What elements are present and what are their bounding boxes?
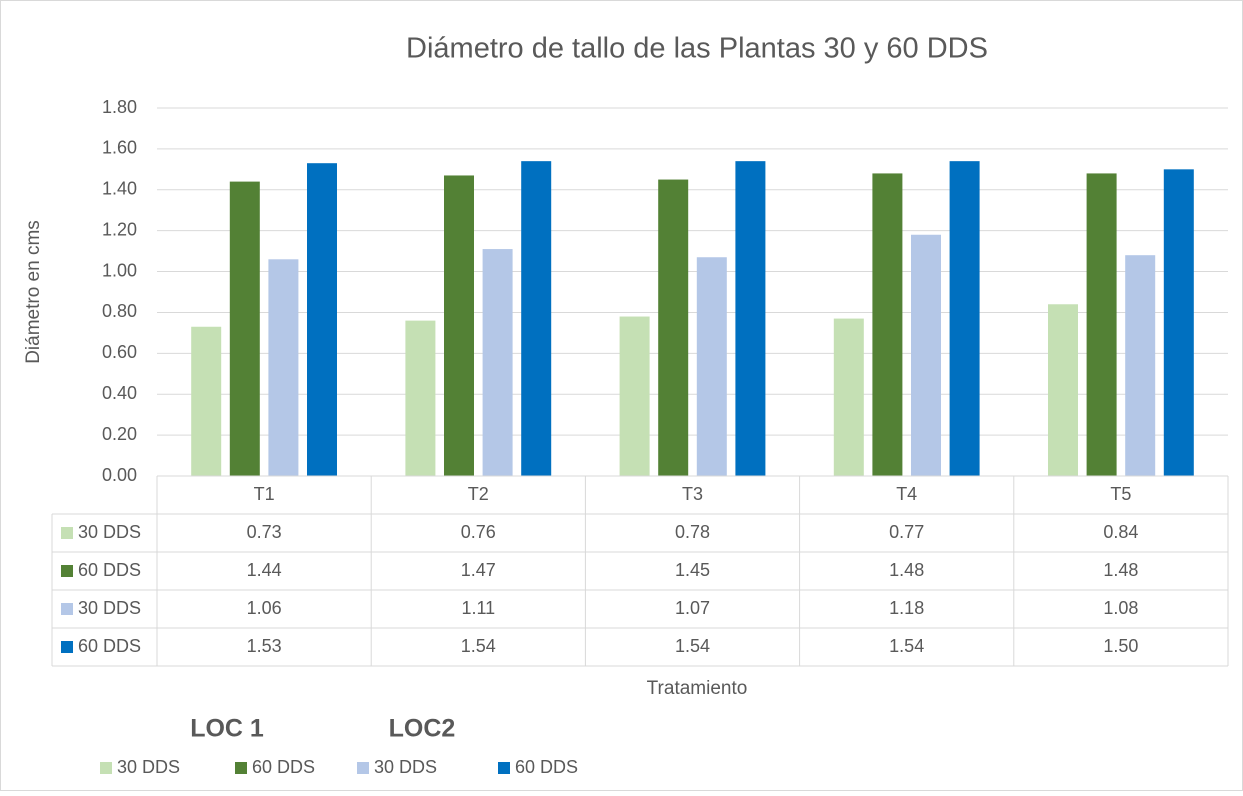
table-cell: 1.11 — [461, 598, 495, 618]
bar — [444, 175, 474, 476]
legend-swatch — [357, 762, 369, 774]
bar — [619, 316, 650, 476]
bar — [1048, 304, 1078, 476]
bar — [1086, 173, 1117, 476]
bar — [911, 234, 941, 476]
y-tick-label: 0.80 — [102, 301, 137, 321]
table-cell: 1.54 — [461, 636, 496, 656]
y-tick-label: 0.40 — [102, 383, 137, 403]
y-tick-label: 1.80 — [102, 97, 137, 117]
legend-label: 60 DDS — [515, 757, 578, 777]
legend-swatch — [235, 762, 247, 774]
x-axis-label: Tratamiento — [647, 678, 748, 699]
table-row-label: 30 DDS — [78, 598, 141, 618]
bar — [1163, 169, 1194, 477]
annotation: LOC 1 — [190, 715, 264, 743]
table-cell: 0.78 — [675, 522, 710, 542]
legend-swatch — [61, 527, 73, 539]
table-cell: 1.06 — [247, 598, 282, 618]
legend-label: 30 DDS — [374, 757, 437, 777]
table-cell: 1.47 — [461, 560, 496, 580]
bar — [482, 249, 513, 476]
x-tick-label: T1 — [254, 484, 275, 504]
legend-swatch — [498, 762, 510, 774]
table-cell: 1.54 — [889, 636, 924, 656]
bar — [521, 161, 552, 476]
bar — [307, 163, 337, 476]
bar — [735, 161, 766, 476]
table-cell: 1.48 — [889, 560, 924, 580]
x-tick-label: T2 — [468, 484, 489, 504]
y-tick-label: 1.00 — [102, 260, 137, 280]
table-cell: 1.44 — [247, 560, 282, 580]
legend-swatch — [100, 762, 112, 774]
table-cell: 1.18 — [889, 598, 924, 618]
bar — [658, 179, 689, 477]
bar — [872, 173, 903, 476]
legend-swatch — [61, 603, 73, 615]
table-cell: 0.76 — [461, 522, 496, 542]
table-row-label: 30 DDS — [78, 522, 141, 542]
table-cell: 1.48 — [1103, 560, 1138, 580]
y-tick-label: 0.20 — [102, 424, 137, 444]
table-cell: 1.53 — [247, 636, 282, 656]
table-row-label: 60 DDS — [78, 560, 141, 580]
table-row-label: 60 DDS — [78, 636, 141, 656]
bar — [696, 257, 727, 476]
table-cell: 1.08 — [1103, 598, 1138, 618]
bar — [268, 259, 299, 476]
y-tick-label: 1.20 — [102, 219, 137, 239]
table-cell: 1.07 — [675, 598, 710, 618]
bar — [405, 320, 436, 476]
chart-title: Diámetro de tallo de las Plantas 30 y 60… — [406, 33, 988, 65]
y-tick-label: 1.60 — [102, 138, 137, 158]
x-tick-label: T3 — [682, 484, 703, 504]
bar — [833, 318, 864, 476]
y-tick-label: 0.60 — [102, 342, 137, 362]
bar — [949, 161, 980, 476]
legend-swatch — [61, 641, 73, 653]
legend-label: 30 DDS — [117, 757, 180, 777]
legend-label: 60 DDS — [252, 757, 315, 777]
y-axis-label: Diámetro en cms — [23, 220, 44, 364]
table-cell: 0.77 — [889, 522, 924, 542]
table-cell: 1.50 — [1103, 636, 1138, 656]
table-cell: 1.45 — [675, 560, 710, 580]
legend-swatch — [61, 565, 73, 577]
table-cell: 0.73 — [247, 522, 282, 542]
annotation: LOC2 — [389, 715, 456, 743]
x-tick-label: T5 — [1110, 484, 1131, 504]
y-tick-label: 0.00 — [102, 465, 137, 485]
x-tick-label: T4 — [896, 484, 917, 504]
y-tick-label: 1.40 — [102, 179, 137, 199]
bar — [191, 326, 222, 476]
table-cell: 1.54 — [675, 636, 710, 656]
bar — [1125, 255, 1156, 476]
table-cell: 0.84 — [1103, 522, 1138, 542]
bar — [229, 181, 260, 476]
